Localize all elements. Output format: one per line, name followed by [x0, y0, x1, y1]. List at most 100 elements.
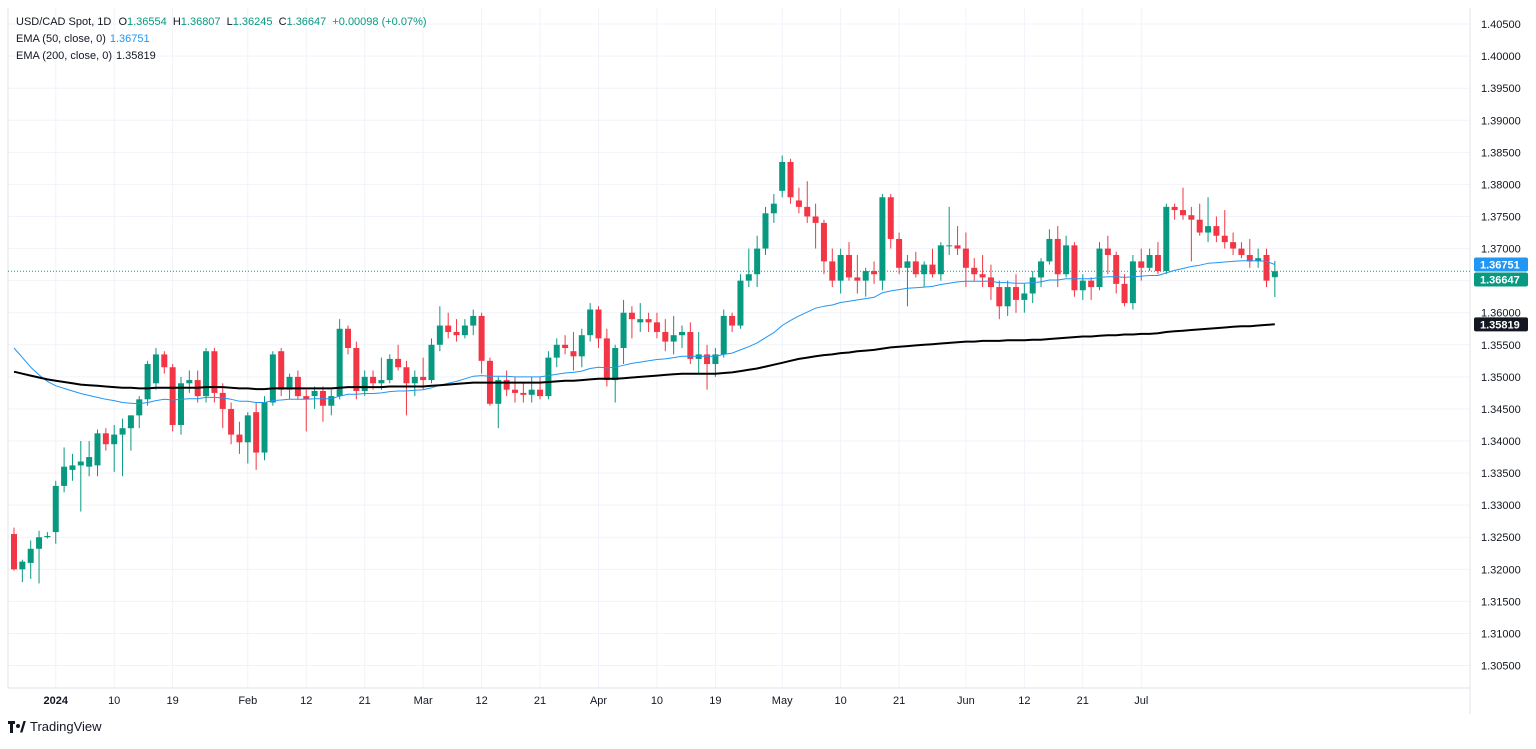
candle: [537, 376, 544, 400]
candle: [670, 315, 677, 355]
candle-body: [1213, 226, 1220, 236]
candle-body: [962, 248, 969, 268]
tradingview-brand[interactable]: TradingView: [8, 719, 102, 734]
candle: [929, 248, 936, 278]
candle: [495, 376, 502, 429]
candle-body: [27, 548, 34, 563]
candle-body: [987, 277, 994, 288]
candle-body: [954, 245, 961, 249]
candle-body: [929, 264, 936, 275]
candle: [11, 527, 17, 571]
price-marker-label: 1.35819: [1480, 319, 1520, 331]
candle: [61, 447, 68, 493]
candle: [603, 328, 610, 387]
candle-body: [520, 392, 527, 395]
candle: [345, 325, 351, 355]
candle-body: [720, 315, 727, 355]
candle-body: [946, 245, 953, 247]
candle-body: [186, 380, 193, 384]
candle: [111, 424, 118, 472]
candle-body: [144, 364, 151, 400]
candle-body: [303, 396, 310, 400]
time-tick-label: 21: [1077, 695, 1089, 707]
candle-body: [562, 344, 569, 348]
candle: [1054, 226, 1061, 288]
candle: [1180, 187, 1186, 220]
candle: [1263, 248, 1270, 288]
candle-body: [311, 390, 318, 397]
candle: [1238, 242, 1245, 259]
candle: [729, 312, 736, 332]
time-tick-label: 12: [1018, 695, 1030, 707]
price-tick-label: 1.38500: [1481, 147, 1521, 159]
low-key: L: [226, 16, 233, 28]
candle: [879, 194, 886, 291]
candle-body: [286, 376, 293, 390]
candle: [169, 364, 176, 432]
candle: [228, 402, 235, 445]
candle: [86, 441, 93, 477]
candle-body: [236, 434, 243, 443]
candle-body: [453, 331, 460, 336]
candle-body: [436, 325, 443, 345]
candle-body: [804, 206, 811, 217]
candle-body: [19, 561, 26, 570]
candle-body: [779, 161, 786, 191]
candle-body: [370, 376, 377, 384]
ema200-legend-row[interactable]: EMA (200, close, 0) 1.35819: [16, 48, 430, 65]
candle: [420, 357, 427, 390]
candle: [1246, 238, 1253, 268]
candle-body: [244, 415, 251, 443]
candle: [336, 319, 343, 400]
candle-body: [587, 309, 594, 336]
candle-body: [1188, 215, 1195, 220]
candle: [244, 412, 251, 464]
candle: [178, 376, 184, 435]
candle-body: [1163, 206, 1170, 272]
price-tick-label: 1.40000: [1481, 51, 1521, 63]
candle: [795, 187, 802, 214]
candle-body: [345, 328, 351, 348]
price-marker-label: 1.36751: [1480, 260, 1520, 272]
price-tick-label: 1.37500: [1481, 211, 1521, 223]
candle: [428, 338, 435, 384]
candle: [645, 312, 652, 332]
candle: [871, 261, 878, 284]
candle: [562, 335, 569, 355]
candle-body: [912, 261, 919, 275]
candle-body: [662, 331, 669, 342]
candle: [653, 312, 660, 339]
candle: [745, 248, 752, 288]
candle-body: [762, 213, 769, 249]
candle-body: [1221, 235, 1228, 243]
candle-body: [219, 392, 226, 409]
candle: [361, 370, 368, 397]
candle-body: [512, 389, 518, 393]
candle-body: [670, 335, 677, 342]
candle: [1213, 216, 1220, 243]
candle-body: [36, 537, 43, 549]
candle-body: [395, 358, 402, 368]
candle: [294, 370, 301, 400]
candle-body: [336, 328, 343, 397]
candle: [620, 299, 627, 365]
candle: [1046, 229, 1053, 265]
candle-body: [361, 376, 368, 391]
candle: [587, 303, 594, 342]
candle: [253, 402, 260, 470]
open-value: 1.36554: [127, 16, 167, 28]
candle-body: [127, 415, 134, 429]
price-marker: 1.36751: [1474, 257, 1528, 272]
symbol-label: USD/CAD Spot, 1D: [16, 16, 112, 28]
candle-body: [136, 399, 143, 416]
candle-body: [704, 354, 711, 365]
price-tick-label: 1.32000: [1481, 564, 1521, 576]
candle: [1113, 251, 1120, 294]
candle: [787, 158, 794, 204]
ema50-legend-row[interactable]: EMA (50, close, 0) 1.36751: [16, 31, 430, 48]
candle: [1255, 248, 1262, 268]
candle: [395, 344, 402, 371]
candle-body: [119, 428, 126, 435]
